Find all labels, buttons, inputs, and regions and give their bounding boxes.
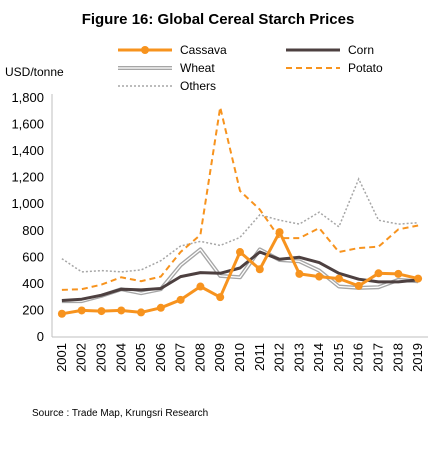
data-point-cassava xyxy=(156,303,165,312)
x-tick-label: 2019 xyxy=(410,343,425,372)
data-point-cassava xyxy=(374,269,383,278)
series-line-wheat xyxy=(61,247,419,304)
data-point-cassava xyxy=(77,306,86,315)
data-point-cassava xyxy=(414,274,423,283)
series-corn xyxy=(61,250,419,302)
data-point-cassava xyxy=(255,265,264,274)
data-point-cassava xyxy=(196,282,205,291)
x-tick-label: 2006 xyxy=(153,343,168,372)
data-point-cassava xyxy=(236,248,244,257)
x-tick-label: 2004 xyxy=(113,343,128,372)
data-point-cassava xyxy=(117,306,126,315)
y-tick-label: 1,200 xyxy=(11,170,44,185)
legend-item-potato: Potato xyxy=(286,61,383,75)
series-cassava xyxy=(57,228,423,318)
x-tick-label: 2016 xyxy=(351,343,366,372)
x-tick-label: 2005 xyxy=(133,343,148,372)
y-tick-label: 200 xyxy=(22,302,44,317)
x-tick-label: 2008 xyxy=(192,343,207,372)
y-tick-label: 0 xyxy=(37,329,44,344)
y-tick-label: 1,000 xyxy=(11,196,44,211)
data-point-cassava xyxy=(275,228,284,237)
y-axis-unit-label: USD/tonne xyxy=(5,65,64,79)
x-tick-label: 2013 xyxy=(291,343,306,372)
x-tick-label: 2003 xyxy=(93,343,108,372)
series-potato xyxy=(61,107,419,291)
data-point-cassava xyxy=(57,309,66,318)
data-point-cassava xyxy=(315,272,324,281)
legend-item-wheat: Wheat xyxy=(118,61,215,75)
data-point-cassava xyxy=(394,269,403,278)
legend-label-cassava: Cassava xyxy=(180,43,227,57)
data-point-cassava xyxy=(295,269,304,278)
x-tick-label: 2010 xyxy=(232,343,247,372)
plot-area: 0 200 400 600 800 1,000 1,200 1,400 1,600 1,800 20… xyxy=(11,90,428,372)
y-tick-label: 800 xyxy=(22,223,44,238)
legend-item-others: Others xyxy=(118,79,216,93)
x-tick-label: 2009 xyxy=(212,343,227,372)
series-line-potato xyxy=(61,107,419,291)
x-tick-label: 2011 xyxy=(252,343,267,371)
x-tick-label: 2018 xyxy=(390,343,405,372)
data-point-cassava xyxy=(354,281,363,290)
chart-legend: Cassava Corn Wheat Potato Others xyxy=(118,43,383,93)
y-tick-label: 1,400 xyxy=(11,143,44,158)
legend-label-potato: Potato xyxy=(348,61,383,75)
x-tick-label: 2007 xyxy=(173,343,188,372)
legend-label-wheat: Wheat xyxy=(180,61,215,75)
x-tick-label: 2002 xyxy=(74,343,89,372)
data-point-cassava xyxy=(137,308,146,317)
legend-label-corn: Corn xyxy=(348,43,374,57)
legend-item-corn: Corn xyxy=(286,43,374,57)
series-others xyxy=(61,177,419,273)
legend-item-cassava: Cassava xyxy=(118,43,227,57)
data-point-cassava xyxy=(216,293,225,302)
x-tick-label: 2017 xyxy=(371,343,386,372)
series-line-others xyxy=(61,177,419,273)
series-wheat xyxy=(61,247,419,304)
data-point-cassava xyxy=(97,307,106,316)
data-point-cassava xyxy=(176,295,185,304)
chart-title: Figure 16: Global Cereal Starch Prices xyxy=(82,11,355,28)
y-tick-label: 600 xyxy=(22,249,44,264)
source-note: Source : Trade Map, Krungsri Research xyxy=(32,408,208,419)
data-point-cassava xyxy=(334,274,343,283)
series-line-corn xyxy=(61,250,419,302)
y-tick-label: 1,800 xyxy=(11,90,44,105)
legend-label-others: Others xyxy=(180,79,216,93)
series-line-cassava xyxy=(61,230,419,316)
x-tick-label: 2001 xyxy=(54,343,69,372)
x-tick-label: 2015 xyxy=(331,343,346,372)
y-tick-label: 1,600 xyxy=(11,117,44,132)
legend-marker-cassava xyxy=(141,46,149,54)
x-tick-label: 2012 xyxy=(272,343,287,372)
y-tick-label: 400 xyxy=(22,276,44,291)
x-tick-label: 2014 xyxy=(311,343,326,372)
